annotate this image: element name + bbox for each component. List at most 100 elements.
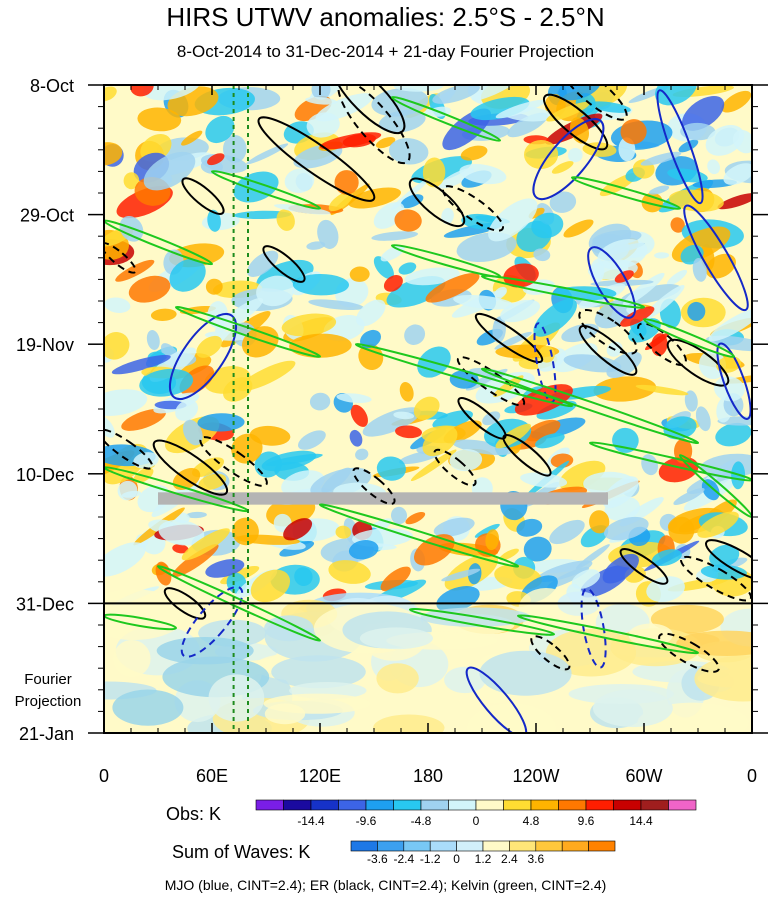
anomaly-patch [571,569,601,589]
colorbar-swatch [558,799,587,811]
mjo-contour [180,586,244,658]
anomaly-patch [130,85,154,97]
anomaly-patch [432,410,473,430]
anomaly-patch [589,510,610,534]
anomaly-patch [196,335,223,358]
er-contour [578,309,638,355]
x-tick-label: 60W [625,766,662,786]
anomaly-patch [104,331,130,360]
anomaly-patch [654,85,698,106]
er-contour [337,85,411,165]
anomaly-patch [474,523,500,538]
kelvin-contour [174,305,322,358]
er-contour [181,177,225,215]
anomaly-patch [373,256,394,280]
anomaly-patch [305,96,338,105]
anomaly-patch [104,389,148,416]
anomaly-patch [449,449,483,472]
anomaly-patch [551,161,574,174]
x-tick-label: 0 [99,766,109,786]
anomaly-patch [104,86,117,102]
anomaly-patch [658,456,699,483]
anomaly-patch [308,299,364,311]
anomaly-patch [654,252,670,259]
anomaly-patch [356,299,386,327]
anomaly-patch [563,354,622,373]
colorbar-tick-label: 4.8 [523,814,540,828]
anomaly-patch [494,286,507,298]
anomaly-patch [123,172,140,190]
anomaly-patch [404,324,426,345]
anomaly-patch [714,376,745,402]
colorbar-tick-label: 14.4 [629,814,653,828]
anomaly-patch [668,516,695,544]
anomaly-patch [104,142,123,166]
anomaly-patch [413,396,440,420]
projection-patch [628,623,673,647]
er-contour [104,428,154,470]
anomaly-patch [115,259,155,282]
anomaly-patch [499,548,519,561]
anomaly-patch [666,269,688,286]
anomaly-patch [137,485,171,513]
anomaly-patch [441,207,454,225]
colorbar-swatch [377,840,405,852]
kelvin-contour [588,441,752,482]
anomaly-patch [701,479,720,501]
projection-label: Fourier [24,671,72,688]
anomaly-patch [597,239,648,270]
anomaly-patch [563,219,594,238]
anomaly-patch [207,153,225,166]
anomaly-patch [172,543,189,554]
anomaly-patch [707,159,720,175]
anomaly-patch [460,145,488,161]
projection-patch [466,703,557,733]
anomaly-patch [535,433,565,449]
anomaly-patch [425,273,480,303]
anomaly-patch [524,419,561,442]
colorbar-swatch [429,840,457,852]
colorbar-swatch [283,799,312,811]
anomaly-patch [128,275,171,303]
kelvin-contour [354,343,574,408]
anomaly-patch [350,404,368,427]
projection-patch [376,663,419,694]
colorbar-swatch [448,799,477,811]
anomaly-patch [274,204,331,215]
colorbar-swatch [668,799,697,811]
kelvin-contour [390,95,502,142]
anomaly-patch [705,125,745,156]
er-contour [680,555,752,602]
anomaly-patch [678,139,699,153]
anomaly-patch [139,368,194,397]
x-tick-label: 180 [413,766,443,786]
anomaly-patch [284,168,315,193]
anomaly-patch [684,390,698,412]
anomaly-patch [328,560,371,584]
anomaly-patch [306,241,326,250]
x-tick-label: 0 [747,766,757,786]
anomaly-patch [459,164,507,185]
anomaly-patch [687,301,706,321]
er-contour [457,397,507,440]
anomaly-patch [546,101,590,122]
colorbar-swatch [561,840,589,852]
anomaly-patch [394,209,422,232]
er-contour [543,93,609,151]
anomaly-patch [186,511,207,519]
anomaly-patch [708,308,752,342]
er-contour [352,467,396,505]
colorbar-swatch [585,799,614,811]
colorbar-tick-label: -3.6 [367,852,388,866]
anomaly-patch [390,506,408,525]
anomaly-patch [292,273,349,296]
anomaly-patch [602,553,639,584]
projection-patch [264,703,306,725]
er-contour [705,539,752,582]
er-contour [104,241,137,274]
anomaly-patch [422,426,458,457]
projection-patch [359,627,433,650]
anomaly-field [104,85,752,733]
anomaly-patch [246,143,289,165]
anomaly-patch [246,250,279,277]
